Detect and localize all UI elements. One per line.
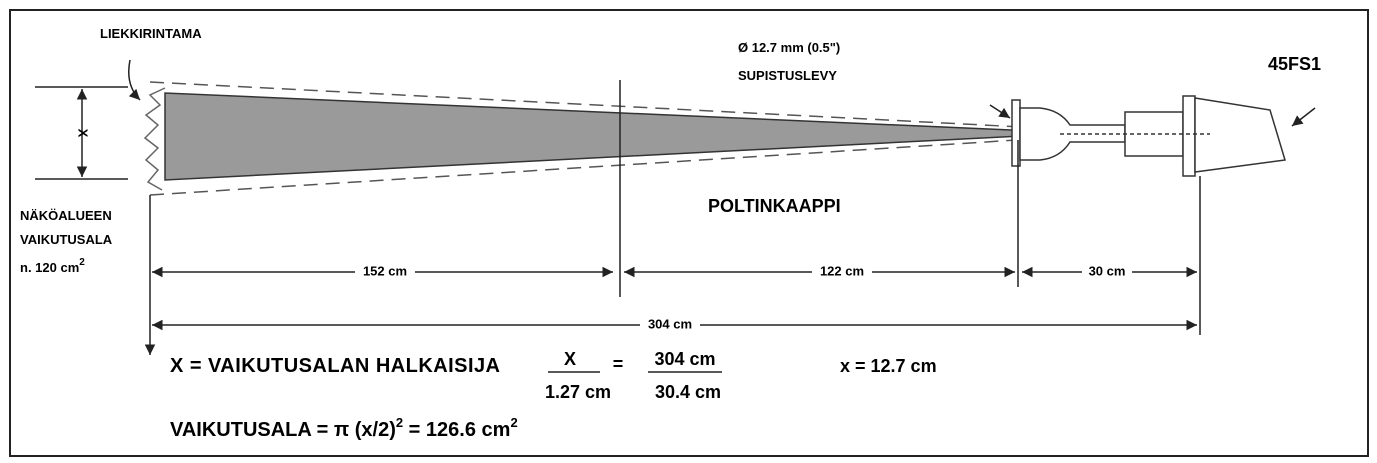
cabinet-label: POLTINKAAPPI xyxy=(708,196,841,216)
value: n. 120 cm xyxy=(20,260,79,275)
formula-part: VAIKUTUSALA = π (x/2) xyxy=(170,419,396,441)
formula-part: = 126.6 cm xyxy=(403,419,510,441)
x-dimension xyxy=(35,86,128,180)
fraction-num: X xyxy=(564,349,576,369)
orifice-plate-label: SUPISTUSLEVY xyxy=(738,68,837,83)
pointer xyxy=(128,59,141,101)
orifice-label: Ø 12.7 mm (0.5") xyxy=(738,40,840,55)
pointer xyxy=(989,104,1011,119)
extension-lines xyxy=(619,80,1201,335)
dimension-label: 304 cm xyxy=(648,316,692,331)
flame-cone xyxy=(164,92,1081,181)
pointer xyxy=(1291,107,1316,127)
definition: X = VAIKUTUSALAN HALKAISIJA xyxy=(170,355,500,377)
dimension-label: 30 cm xyxy=(1089,263,1126,278)
x-label: X xyxy=(76,129,91,138)
equals: = xyxy=(613,354,624,374)
view-edge xyxy=(149,135,1081,196)
detector-assembly xyxy=(1011,95,1286,177)
result: x = 12.7 cm xyxy=(840,356,937,376)
exponent: 2 xyxy=(510,415,517,430)
fraction-den: 1.27 cm xyxy=(545,382,611,402)
frame xyxy=(9,9,1369,457)
fraction-den: 30.4 cm xyxy=(655,382,721,402)
view-area-value: n. 120 cm2 xyxy=(20,257,85,275)
detector-label: 45FS1 xyxy=(1268,54,1321,74)
flame-front xyxy=(143,87,166,191)
dimension-lines xyxy=(152,262,1197,335)
fraction-num: 304 cm xyxy=(654,349,715,369)
flame-front-label: LIEKKIRINTAMA xyxy=(100,26,202,41)
view-area-label: NÄKÖALUEEN xyxy=(20,208,112,223)
area-formula: VAIKUTUSALA = π (x/2)2 = 126.6 cm2 xyxy=(170,415,518,441)
view-area-label: VAIKUTUSALA xyxy=(20,232,113,247)
exponent: 2 xyxy=(79,257,85,268)
exponent: 2 xyxy=(396,415,403,430)
view-edge xyxy=(149,81,1081,131)
dimension-label: 152 cm xyxy=(363,263,407,278)
dimension-label: 122 cm xyxy=(820,263,864,278)
